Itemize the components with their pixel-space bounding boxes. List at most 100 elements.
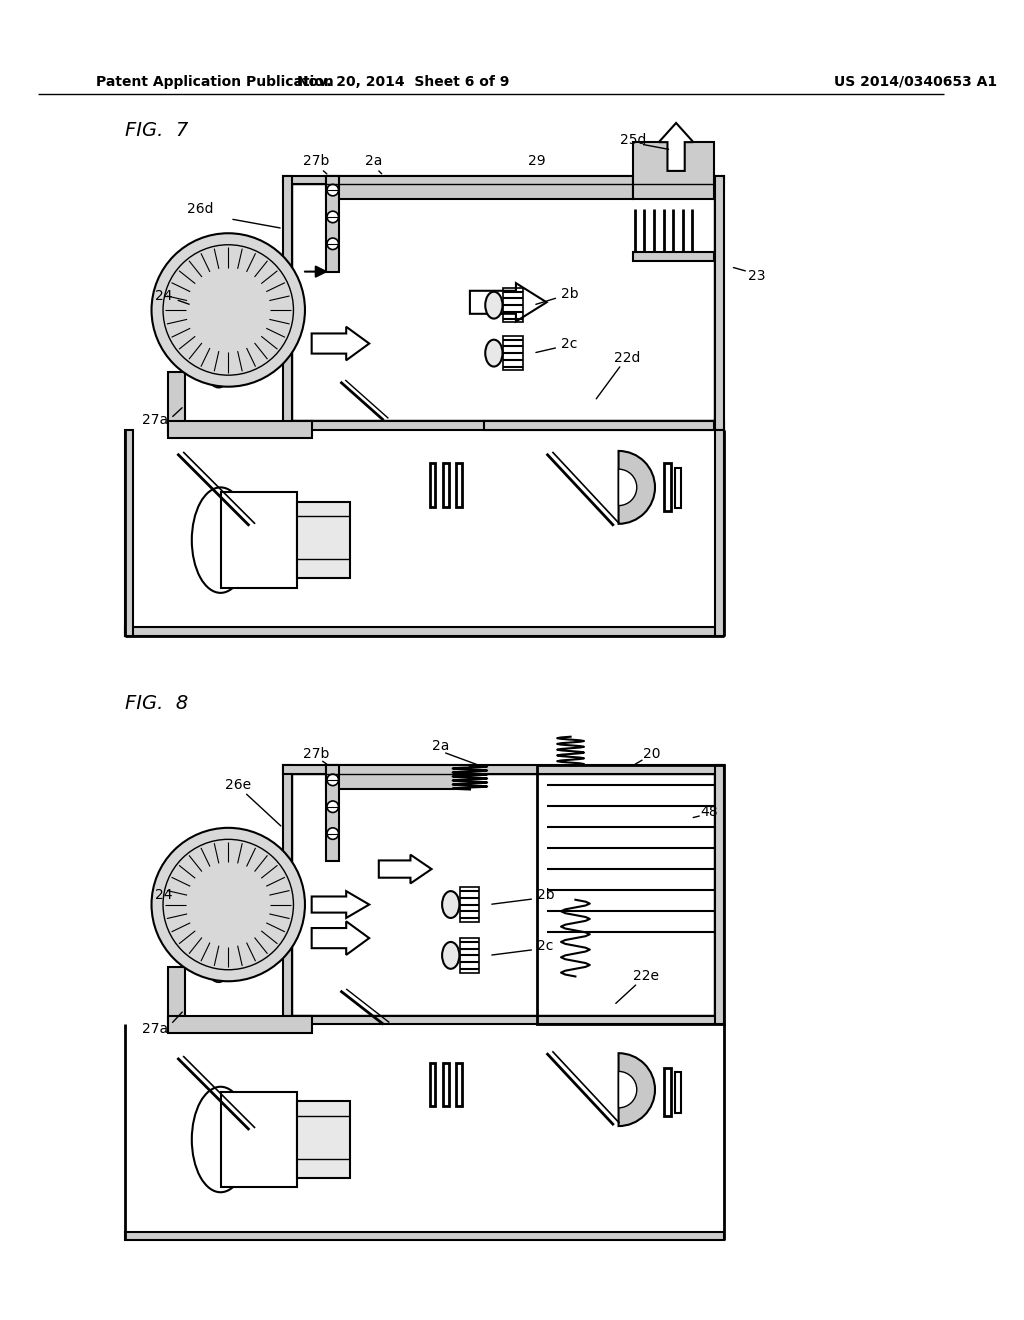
Text: 22d: 22d bbox=[613, 351, 640, 364]
Bar bbox=[283, 766, 724, 774]
Bar bbox=[461, 887, 479, 921]
Polygon shape bbox=[379, 854, 431, 883]
Bar bbox=[457, 1063, 462, 1106]
Ellipse shape bbox=[485, 292, 503, 318]
Text: 2b: 2b bbox=[537, 888, 555, 902]
Text: 27b: 27b bbox=[303, 747, 330, 762]
Bar bbox=[716, 430, 724, 636]
Bar bbox=[633, 143, 715, 199]
Circle shape bbox=[327, 238, 339, 249]
Text: 2b: 2b bbox=[561, 286, 579, 301]
Circle shape bbox=[152, 234, 305, 387]
Bar bbox=[220, 492, 297, 589]
Text: 22e: 22e bbox=[633, 969, 658, 983]
Circle shape bbox=[327, 774, 339, 785]
Bar bbox=[326, 766, 470, 788]
Text: US 2014/0340653 A1: US 2014/0340653 A1 bbox=[835, 75, 997, 88]
Text: 2c: 2c bbox=[561, 337, 578, 351]
Text: FIG.  7: FIG. 7 bbox=[125, 121, 188, 140]
Text: 27a: 27a bbox=[141, 1022, 168, 1036]
Circle shape bbox=[274, 310, 290, 325]
Wedge shape bbox=[618, 451, 655, 524]
Text: 2a: 2a bbox=[432, 739, 450, 754]
Bar bbox=[675, 469, 681, 508]
Polygon shape bbox=[311, 327, 370, 360]
Wedge shape bbox=[618, 1072, 637, 1107]
Bar bbox=[125, 627, 724, 636]
Text: Nov. 20, 2014  Sheet 6 of 9: Nov. 20, 2014 Sheet 6 of 9 bbox=[297, 75, 509, 88]
Bar bbox=[283, 766, 292, 1024]
Ellipse shape bbox=[442, 891, 460, 917]
Ellipse shape bbox=[191, 487, 249, 593]
Polygon shape bbox=[658, 123, 693, 170]
Text: 24: 24 bbox=[155, 888, 173, 902]
Bar bbox=[664, 463, 672, 511]
Text: 48: 48 bbox=[700, 804, 718, 818]
Bar bbox=[430, 1063, 435, 1106]
Text: 27b: 27b bbox=[303, 154, 330, 169]
Ellipse shape bbox=[485, 339, 503, 367]
Bar bbox=[297, 1101, 350, 1177]
Bar bbox=[326, 176, 633, 199]
Bar bbox=[484, 421, 715, 430]
Polygon shape bbox=[470, 282, 547, 322]
Bar bbox=[461, 939, 479, 973]
Bar bbox=[537, 766, 724, 1024]
Text: FIG.  8: FIG. 8 bbox=[125, 693, 188, 713]
Bar bbox=[443, 463, 449, 507]
Text: 26d: 26d bbox=[187, 202, 214, 216]
Circle shape bbox=[210, 965, 227, 982]
Bar bbox=[168, 1016, 311, 1034]
Ellipse shape bbox=[191, 1086, 249, 1192]
Circle shape bbox=[207, 883, 250, 927]
Text: 24: 24 bbox=[155, 289, 173, 302]
Text: 23: 23 bbox=[748, 269, 766, 284]
Text: 2a: 2a bbox=[366, 154, 383, 169]
Circle shape bbox=[327, 185, 339, 195]
Bar bbox=[125, 430, 133, 636]
Circle shape bbox=[327, 801, 339, 813]
Bar bbox=[675, 1072, 681, 1113]
Circle shape bbox=[152, 828, 305, 981]
Bar bbox=[297, 502, 350, 578]
Circle shape bbox=[207, 289, 250, 331]
Wedge shape bbox=[618, 1053, 655, 1126]
Bar bbox=[664, 1068, 672, 1115]
Ellipse shape bbox=[442, 942, 460, 969]
Circle shape bbox=[274, 904, 290, 920]
Circle shape bbox=[274, 268, 290, 282]
Polygon shape bbox=[311, 891, 370, 917]
Wedge shape bbox=[618, 469, 637, 506]
Polygon shape bbox=[311, 921, 370, 954]
Circle shape bbox=[191, 867, 265, 941]
Circle shape bbox=[274, 862, 290, 878]
Bar bbox=[716, 766, 724, 1024]
Bar bbox=[504, 335, 522, 371]
Bar bbox=[283, 1016, 724, 1024]
Circle shape bbox=[327, 828, 339, 840]
Bar bbox=[326, 766, 340, 862]
Bar bbox=[283, 176, 292, 430]
Text: 25d: 25d bbox=[620, 133, 646, 148]
Bar bbox=[283, 421, 724, 430]
Bar bbox=[168, 421, 311, 438]
Bar bbox=[430, 463, 435, 507]
Bar bbox=[633, 252, 715, 261]
Bar bbox=[457, 463, 462, 507]
Bar bbox=[283, 176, 724, 185]
Bar bbox=[504, 288, 522, 322]
Bar bbox=[168, 966, 185, 1030]
Text: 20: 20 bbox=[642, 747, 660, 762]
Bar bbox=[125, 1232, 724, 1241]
Bar bbox=[168, 372, 185, 434]
Text: 26e: 26e bbox=[225, 777, 252, 792]
Circle shape bbox=[210, 371, 227, 388]
Circle shape bbox=[191, 273, 265, 347]
Text: Patent Application Publication: Patent Application Publication bbox=[96, 75, 334, 88]
Bar bbox=[326, 176, 340, 272]
Circle shape bbox=[327, 211, 339, 223]
Text: 2c: 2c bbox=[537, 939, 553, 953]
Bar bbox=[443, 1063, 449, 1106]
Bar bbox=[716, 176, 724, 430]
Text: 27a: 27a bbox=[141, 413, 168, 428]
